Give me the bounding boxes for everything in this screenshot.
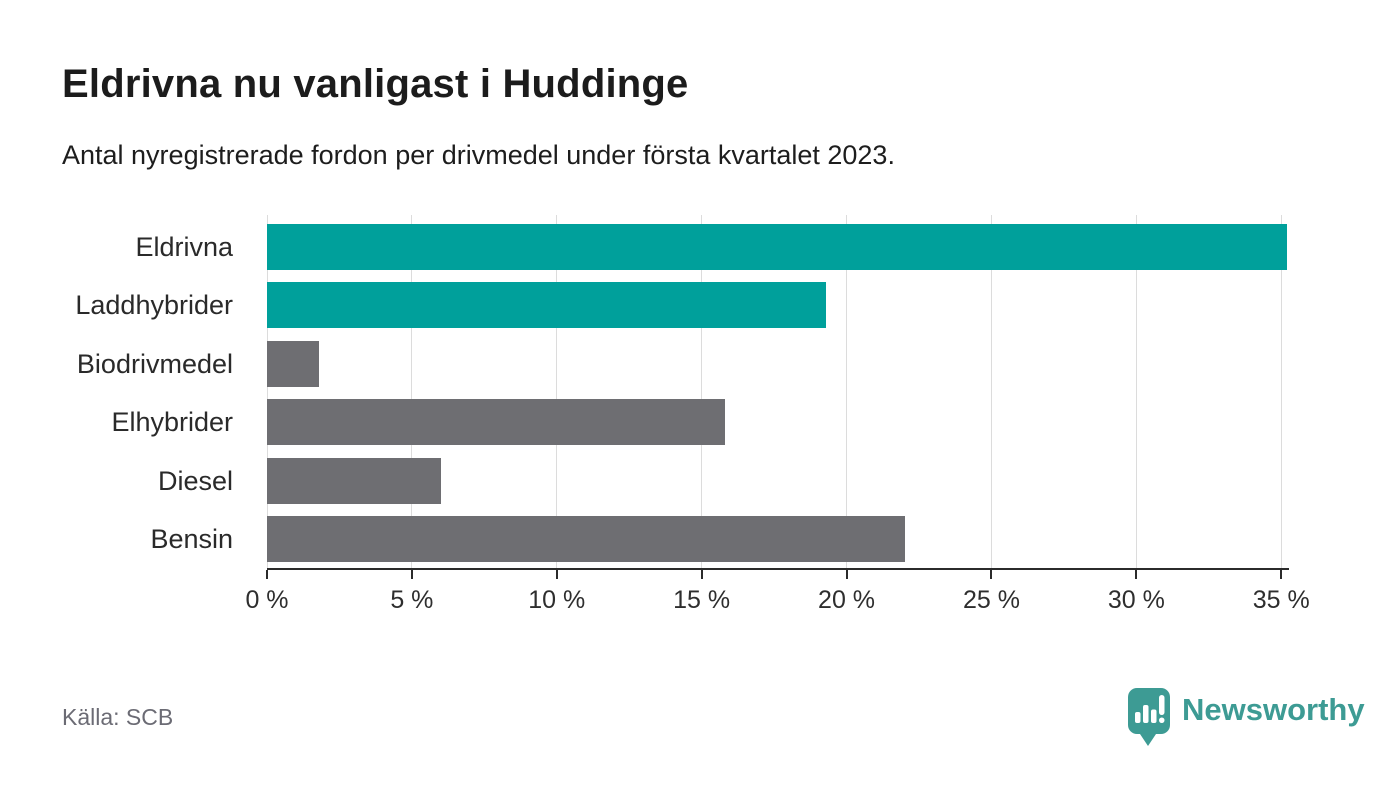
chart-subtitle: Antal nyregistrerade fordon per drivmede… (62, 140, 895, 170)
newsworthy-logo: Newsworthy (1128, 688, 1365, 748)
category-label: Elhybrider (111, 407, 233, 438)
category-label: Bensin (150, 524, 233, 554)
bar-eldrivna (267, 224, 1288, 270)
axis-tick-label: 5 % (390, 586, 434, 614)
category-label: Eldrivna (135, 232, 233, 262)
bar-chart-plot-area: 0 % 5 % 10 % 15 % 20 % 25 % 30 % 35 % Eldrivna La… (75, 215, 1316, 614)
axis-tick-15 (700, 570, 703, 579)
axis-tick-label: 20 % (818, 586, 876, 614)
axis-tick-30 (1135, 570, 1138, 579)
gridline-30 (1135, 215, 1137, 568)
axis-tick-label: 30 % (1107, 586, 1165, 614)
bar-laddhybrider (267, 282, 827, 329)
axis-tick-10 (555, 570, 558, 579)
axis-tick-label: 25 % (962, 586, 1020, 614)
axis-tick-label: 35 % (1252, 586, 1310, 614)
category-label: Diesel (157, 465, 233, 496)
axis-tick-label: 15 % (673, 586, 731, 614)
axis-tick-35 (1280, 570, 1283, 579)
source-note: Källa: SCB (62, 704, 174, 730)
axis-tick-25 (990, 570, 993, 579)
bar-diesel (267, 457, 441, 504)
gridline-25 (990, 215, 992, 568)
axis-tick-0 (266, 570, 268, 579)
bar-elhybrider (267, 399, 725, 446)
bar-bensin (267, 516, 905, 562)
bar-biodrivmedel (267, 340, 320, 387)
gridline-15 (701, 215, 703, 568)
gridline-0 (266, 215, 268, 568)
axis-tick-label: 0 % (245, 586, 289, 614)
gridline-20 (846, 215, 848, 568)
category-label: Biodrivmedel (76, 348, 233, 379)
x-axis-line (267, 568, 1290, 570)
newsworthy-speech-bubble-bar-chart-icon (1128, 688, 1170, 746)
axis-tick-label: 10 % (528, 586, 586, 614)
chart-title: Eldrivna nu vanligast i Huddinge (62, 62, 689, 106)
brand-name: Newsworthy (1182, 692, 1365, 727)
gridline-35 (1280, 215, 1282, 568)
gridline-10 (556, 215, 558, 568)
gridline-5 (411, 215, 413, 568)
category-label: Laddhybrider (75, 290, 233, 321)
axis-tick-20 (845, 570, 848, 579)
axis-tick-5 (410, 570, 413, 579)
